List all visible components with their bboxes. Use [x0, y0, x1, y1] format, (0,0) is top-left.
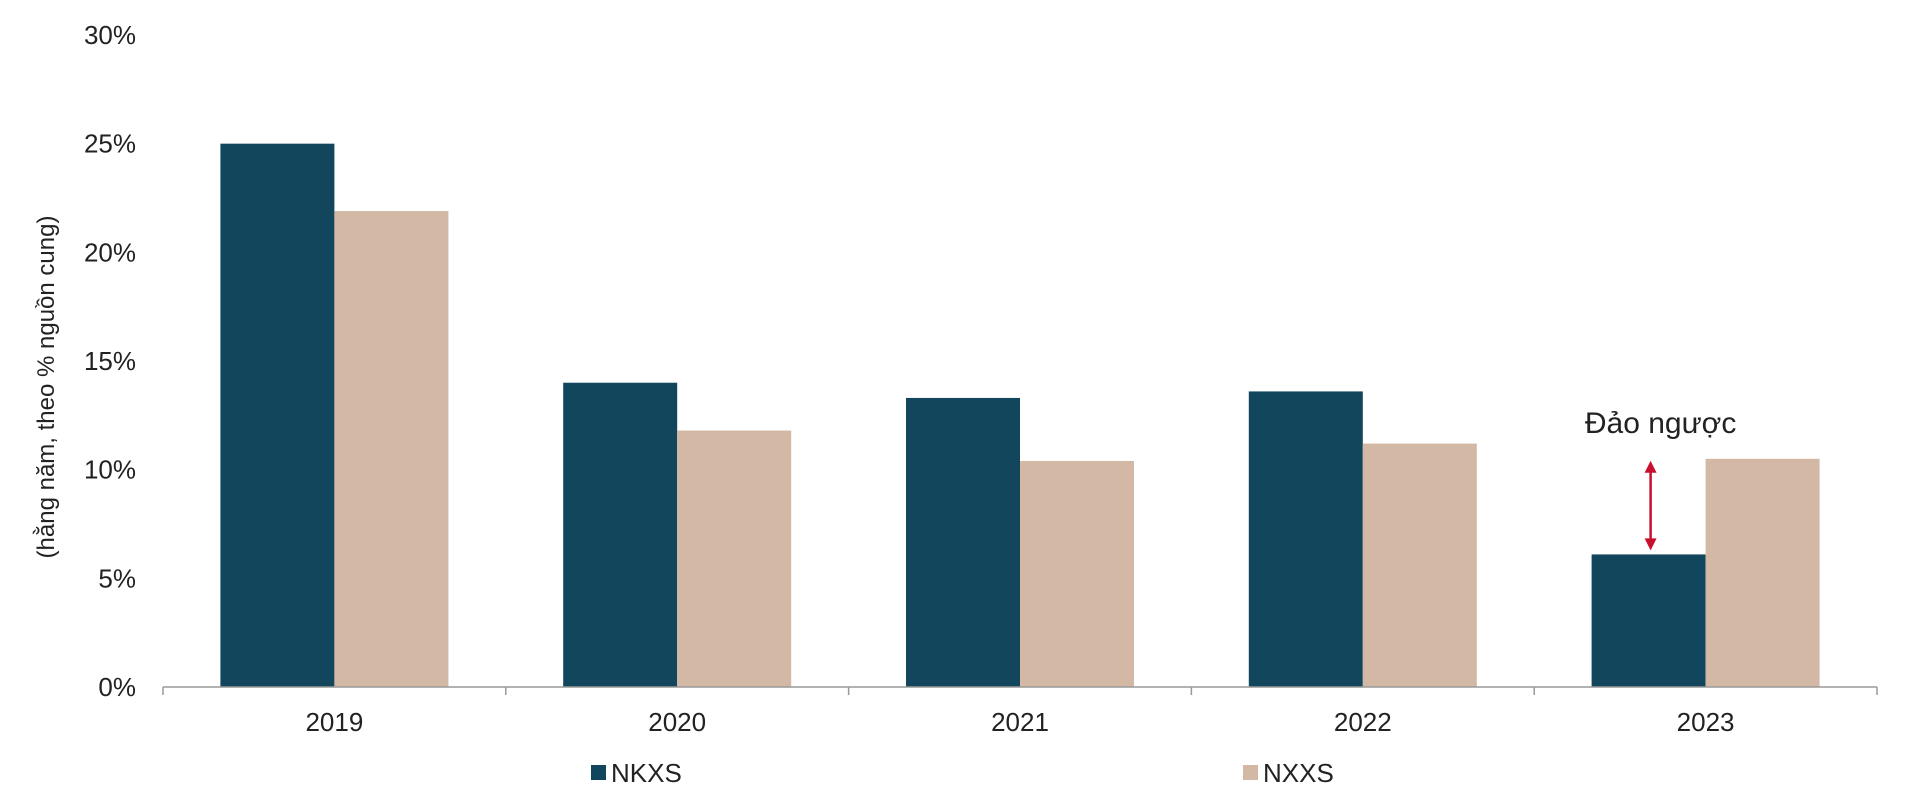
legend-label-nxxs: NXXS: [1263, 758, 1334, 788]
bar-nkxs-2021: [906, 397, 1020, 687]
x-tick-label: 2019: [305, 707, 363, 737]
y-axis-ticks: 0% 5% 10% 15% 20% 25% 30%: [84, 20, 136, 702]
x-tick-label: 2022: [1334, 707, 1392, 737]
y-tick-label: 0%: [98, 672, 136, 702]
annotation-label: Đảo ngược: [1585, 407, 1737, 440]
y-axis-label: (hằng năm, theo % nguồn cung): [33, 216, 60, 559]
bar-nkxs-2020: [563, 382, 678, 687]
x-axis-ticks: 2019 2020 2021 2022 2023: [162, 687, 1878, 737]
annotation-arrow-head-up: [1644, 460, 1657, 473]
x-tick-label: 2020: [648, 707, 706, 737]
bar-nxxs-2021: [1020, 460, 1134, 687]
bar-nxxs-2019: [334, 211, 449, 688]
y-tick-label: 10%: [84, 455, 136, 485]
y-tick-label: 5%: [98, 563, 136, 593]
annotation-arrow-head-down: [1644, 538, 1657, 551]
bar-nxxs-2023: [1705, 458, 1820, 687]
y-tick-label: 20%: [84, 237, 136, 267]
y-tick-label: 30%: [84, 20, 136, 50]
annotation: Đảo ngược: [1585, 407, 1737, 551]
bars: [220, 143, 1820, 688]
y-tick-label: 25%: [84, 129, 136, 159]
x-tick-label: 2023: [1677, 707, 1735, 737]
x-tick-label: 2021: [991, 707, 1049, 737]
legend-label-nkxs: NKXS: [611, 758, 682, 788]
legend-swatch-nxxs: [1243, 765, 1258, 780]
double-arrow-icon: [1644, 460, 1657, 551]
legend-swatch-nkxs: [591, 765, 606, 780]
bar-nkxs-2019: [220, 143, 335, 687]
bar-nxxs-2020: [677, 430, 792, 687]
bar-nkxs-2023: [1591, 554, 1706, 687]
bar-nxxs-2022: [1362, 443, 1477, 687]
legend: NKXS NXXS: [591, 758, 1334, 788]
y-tick-label: 15%: [84, 346, 136, 376]
bar-nkxs-2022: [1248, 391, 1363, 687]
